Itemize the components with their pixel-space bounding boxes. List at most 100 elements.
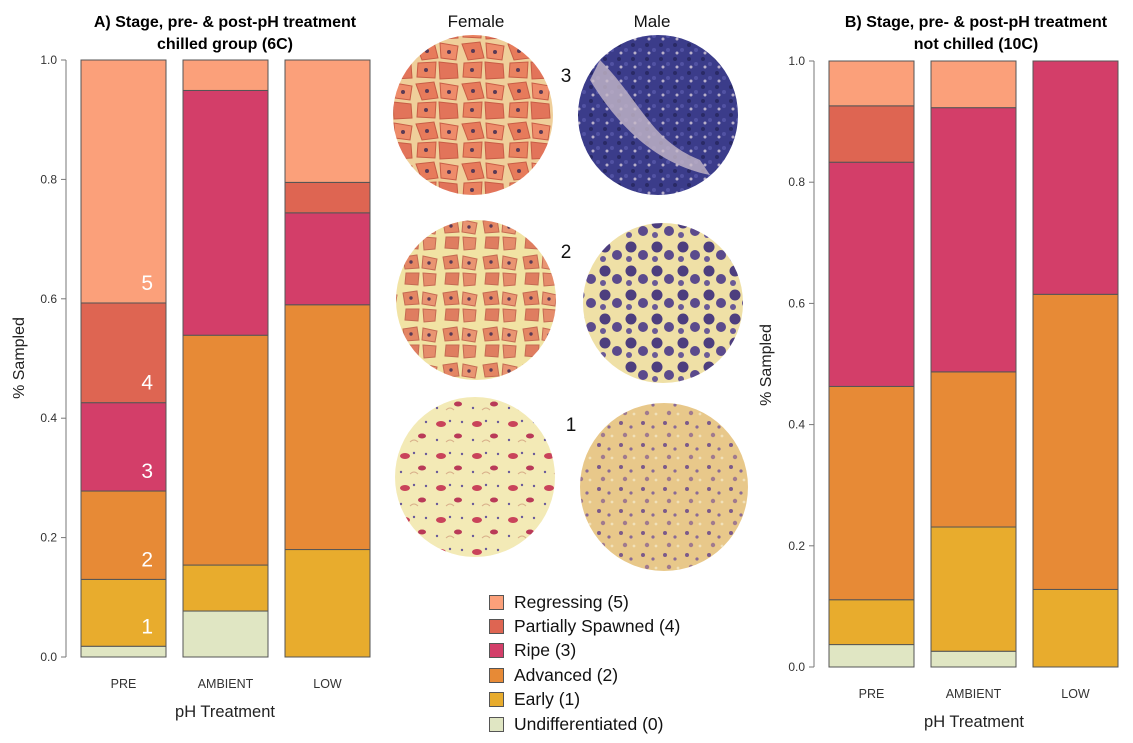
legend-swatch [489,692,504,708]
male-label: Male [634,12,671,31]
legend-swatch [489,619,504,635]
bar-segment-ambient-stage-3 [930,107,1017,373]
legend-item-partially-spawned: Partially Spawned (4) [489,614,680,638]
row-label-stage-3: 3 [561,66,572,87]
y-tick-label: 1.0 [788,54,805,68]
x-tick-label-pre: PRE [111,677,137,691]
chart-b-bars [828,60,1119,668]
legend-label: Undifferentiated (0) [514,713,664,734]
chart-b-xlabel: pH Treatment [924,713,1024,731]
bar-segment-pre-stage-4 [828,105,915,163]
y-tick-label: 0.2 [788,539,805,553]
female-stage-3-micrograph [393,35,553,195]
legend-label: Ripe (3) [514,640,577,661]
bar-segment-pre-stage-1 [828,599,915,646]
legend-label: Regressing (5) [514,591,629,612]
y-tick-label: 0.6 [40,292,57,306]
stage-label-2: 2 [141,548,153,571]
bar-segment-ambient-stage-1 [182,564,269,612]
chart-a-stage-labels: 1 2 3 4 5 [141,272,153,638]
stage-label-1: 1 [141,615,153,638]
bar-segment-low-stage-3 [284,212,371,306]
chart-a-ylabel: % Sampled [11,317,28,399]
bar-segment-pre-stage-5 [80,59,167,304]
legend-item-advanced: Advanced (2) [489,663,680,687]
micrograph-panel: Female Male 3 2 1 [393,12,748,571]
female-stage-1-micrograph [395,397,555,557]
female-label: Female [448,12,505,31]
stage-label-3: 3 [141,460,153,483]
y-tick-label: 0.4 [788,418,805,432]
legend-swatch [489,643,504,659]
chart-a-bars [80,59,371,658]
stage-label-4: 4 [141,372,153,395]
bar-segment-pre-stage-0 [828,644,915,668]
legend-item-regressing: Regressing (5) [489,590,680,614]
bar-segment-low-stage-4 [284,181,371,214]
bar-segment-ambient-stage-5 [182,59,269,91]
bar-segment-low-stage-2 [1032,293,1119,590]
chart-b-y-ticks: 0.0 0.2 0.4 0.6 0.8 1.0 [788,54,814,674]
row-label-stage-1: 1 [566,415,577,436]
bar-segment-pre-stage-3 [80,402,167,492]
y-tick-label: 0.0 [40,650,57,664]
legend-swatch [489,594,504,610]
stage-legend: Regressing (5) Partially Spawned (4) Rip… [489,590,680,736]
bar-segment-low-stage-3 [1032,60,1119,295]
legend-swatch [489,716,504,732]
bar-segment-low-stage-1 [1032,588,1119,668]
bar-segment-ambient-stage-5 [930,60,1017,109]
bar-segment-low-stage-2 [284,304,371,551]
male-stage-3-micrograph [578,35,738,195]
x-tick-label-low: LOW [313,677,342,691]
chart-a-subtitle: chilled group (6C) [157,36,293,53]
chart-b-subtitle: not chilled (10C) [914,36,1038,53]
y-tick-label: 0.4 [40,411,57,425]
bar-segment-pre-stage-5 [828,60,915,107]
bar-segment-ambient-stage-2 [930,371,1017,528]
legend-label: Advanced (2) [514,664,619,685]
male-stage-1-micrograph [580,403,748,571]
bar-segment-ambient-stage-0 [930,650,1017,668]
stage-label-5: 5 [141,272,153,295]
bar-segment-pre-stage-4 [80,302,167,404]
legend-label: Early (1) [514,689,581,710]
legend-swatch [489,667,504,683]
x-tick-label-ambient: AMBIENT [946,687,1002,701]
row-label-stage-2: 2 [561,242,572,263]
y-tick-label: 0.2 [40,531,57,545]
bar-segment-low-stage-1 [284,549,371,658]
legend-item-early: Early (1) [489,688,680,712]
bar-segment-pre-stage-1 [80,578,167,647]
male-stage-2-micrograph [583,223,743,383]
bar-segment-ambient-stage-2 [182,334,269,566]
y-tick-label: 1.0 [40,53,57,67]
bar-segment-ambient-stage-3 [182,89,269,336]
legend-item-ripe: Ripe (3) [489,639,680,663]
y-tick-label: 0.8 [788,175,805,189]
bar-segment-pre-stage-2 [80,490,167,580]
bar-segment-ambient-stage-0 [182,610,269,658]
chart-b: B) Stage, pre- & post-pH treatment not c… [758,14,1119,731]
chart-b-ylabel: % Sampled [758,324,775,406]
male-stage-3-tissue-band [590,60,710,175]
chart-b-x-ticks: PRE AMBIENT LOW [859,687,1090,701]
y-tick-label: 0.6 [788,296,805,310]
bar-segment-low-stage-5 [284,59,371,183]
legend-label: Partially Spawned (4) [514,616,681,637]
x-tick-label-pre: PRE [859,687,885,701]
chart-a-y-ticks: 0.0 0.2 0.4 0.6 0.8 1.0 [40,53,66,664]
y-tick-label: 0.0 [788,660,805,674]
bar-segment-pre-stage-2 [828,385,915,601]
chart-a-title: A) Stage, pre- & post-pH treatment [94,14,357,31]
chart-a-xlabel: pH Treatment [175,703,275,721]
bar-segment-ambient-stage-1 [930,526,1017,652]
chart-a-x-ticks: PRE AMBIENT LOW [111,677,342,691]
chart-b-title: B) Stage, pre- & post-pH treatment [845,14,1108,31]
female-stage-2-micrograph [396,220,556,380]
bar-segment-pre-stage-3 [828,161,915,387]
bar-segment-pre-stage-0 [80,645,167,658]
x-tick-label-ambient: AMBIENT [198,677,254,691]
y-tick-label: 0.8 [40,172,57,186]
